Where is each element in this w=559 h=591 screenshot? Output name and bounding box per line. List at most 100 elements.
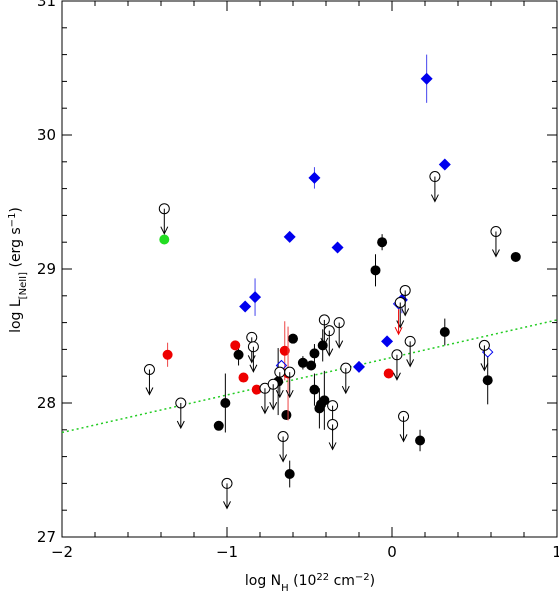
data-point-filled-circle: [309, 344, 320, 363]
point-marker: [308, 171, 321, 184]
axis-ticks: [61, 0, 558, 538]
x-axis-label-unit-exp2: −2: [355, 572, 370, 583]
y-tick-label: 29: [37, 260, 56, 278]
point-marker: [238, 372, 249, 383]
point-marker: [309, 384, 320, 395]
point-marker: [230, 340, 241, 351]
y-axis-label-sub: [NeII]: [18, 272, 29, 299]
data-point-filled-circle: [288, 333, 298, 344]
data-point-filled-circle: [238, 372, 249, 383]
data-point-filled-diamond: [249, 278, 262, 316]
point-marker: [233, 349, 244, 360]
data-point-open-circle-upper-limit: [391, 349, 403, 381]
y-axis-label-close: ): [8, 207, 24, 212]
point-marker: [162, 349, 173, 360]
point-marker: [482, 375, 493, 386]
x-axis-label: log NH (1022 cm−2): [245, 572, 375, 591]
limit-arrow-head: [394, 326, 403, 336]
data-point-filled-diamond: [283, 230, 296, 243]
point-marker: [420, 72, 433, 85]
data-point-open-circle-upper-limit: [221, 477, 233, 510]
data-point-open-circle-upper-limit: [323, 325, 335, 357]
data-point-open-circle-upper-limit: [247, 341, 259, 373]
point-marker: [331, 241, 344, 254]
y-tick-label: 27: [37, 528, 56, 546]
x-axis-label-close: ): [370, 573, 375, 589]
data-point-filled-diamond: [420, 54, 433, 103]
point-marker: [279, 345, 290, 356]
limit-arrow-head: [396, 320, 405, 329]
data-point-open-circle-upper-limit: [267, 378, 279, 411]
limit-arrow-head: [249, 364, 258, 373]
data-point-filled-circle: [230, 340, 241, 351]
x-tick-label: 0: [387, 543, 397, 561]
point-marker: [297, 357, 308, 368]
limit-arrow-head: [269, 402, 278, 411]
x-axis-label-unit-pre: (10: [289, 573, 317, 589]
data-point-filled-diamond: [438, 158, 451, 171]
y-axis-label-main: log L: [8, 299, 24, 333]
point-marker: [377, 237, 388, 248]
limit-arrow-head: [176, 420, 185, 430]
data-point-filled-diamond: [239, 300, 252, 313]
point-marker: [306, 360, 317, 371]
point-marker: [383, 368, 394, 379]
point-marker: [510, 251, 521, 262]
data-point-open-circle-upper-limit: [143, 364, 155, 396]
point-marker: [438, 158, 451, 171]
point-marker: [281, 410, 292, 421]
point-marker: [283, 230, 296, 243]
limit-arrow-head: [279, 454, 288, 463]
limit-arrow-head: [275, 389, 284, 399]
data-point-filled-diamond: [308, 167, 321, 189]
limit-arrow-head: [480, 363, 489, 372]
data-point-filled-circle: [510, 251, 521, 262]
point-marker: [309, 348, 320, 359]
data-point-open-circle-upper-limit: [399, 284, 411, 317]
point-marker: [220, 398, 231, 408]
data-point-open-circle-upper-limit: [284, 366, 296, 399]
point-marker: [251, 384, 262, 395]
limit-arrow-head: [160, 226, 169, 235]
data-point-filled-circle: [415, 429, 426, 452]
data-point-open-circle-upper-limit: [158, 203, 170, 235]
limit-arrow-head: [341, 385, 350, 395]
x-axis-label-sub: H: [281, 583, 289, 591]
data-point-filled-circle: [383, 368, 394, 379]
x-axis-label-unit-post: cm: [329, 573, 355, 589]
data-points: [143, 54, 521, 510]
tick-labels: −2 −1 0 1 27 28 29 30 31: [37, 0, 559, 561]
limit-arrow-head: [261, 406, 269, 415]
data-point-open-circle-upper-limit: [490, 225, 502, 258]
data-point-open-circle-upper-limit: [277, 431, 289, 463]
point-marker: [159, 234, 170, 245]
point-marker: [284, 469, 295, 480]
limit-arrow-head: [247, 355, 256, 364]
data-point-filled-circle: [309, 373, 320, 406]
limit-arrow-head: [492, 249, 500, 258]
limit-arrow-head: [325, 348, 334, 357]
data-point-filled-circle: [439, 318, 450, 346]
data-point-open-circle-upper-limit: [274, 366, 286, 399]
data-point-open-circle-upper-limit: [429, 171, 441, 203]
x-axis-label-main: log N: [245, 573, 281, 589]
data-point-filled-circle: [213, 420, 224, 431]
plot-frame: [61, 0, 558, 538]
data-point-filled-diamond: [331, 241, 344, 254]
data-point-filled-circle: [281, 410, 292, 421]
point-marker: [439, 326, 450, 337]
point-marker: [353, 360, 365, 373]
point-marker: [415, 435, 426, 446]
limit-arrow-head: [335, 340, 344, 349]
data-point-filled-circle: [297, 356, 308, 370]
limit-arrow-head: [393, 372, 401, 381]
x-tick-label: −2: [51, 543, 73, 561]
y-axis-label-unit-exp: −1: [7, 213, 18, 228]
data-point-filled-circle: [251, 384, 262, 395]
data-point-filled-diamond: [381, 335, 394, 348]
y-axis-label-unit-pre: (erg s: [8, 227, 24, 272]
data-point-open-circle-upper-limit: [340, 362, 352, 395]
x-tick-label: −1: [216, 543, 238, 561]
data-point-filled-circle: [319, 370, 330, 430]
